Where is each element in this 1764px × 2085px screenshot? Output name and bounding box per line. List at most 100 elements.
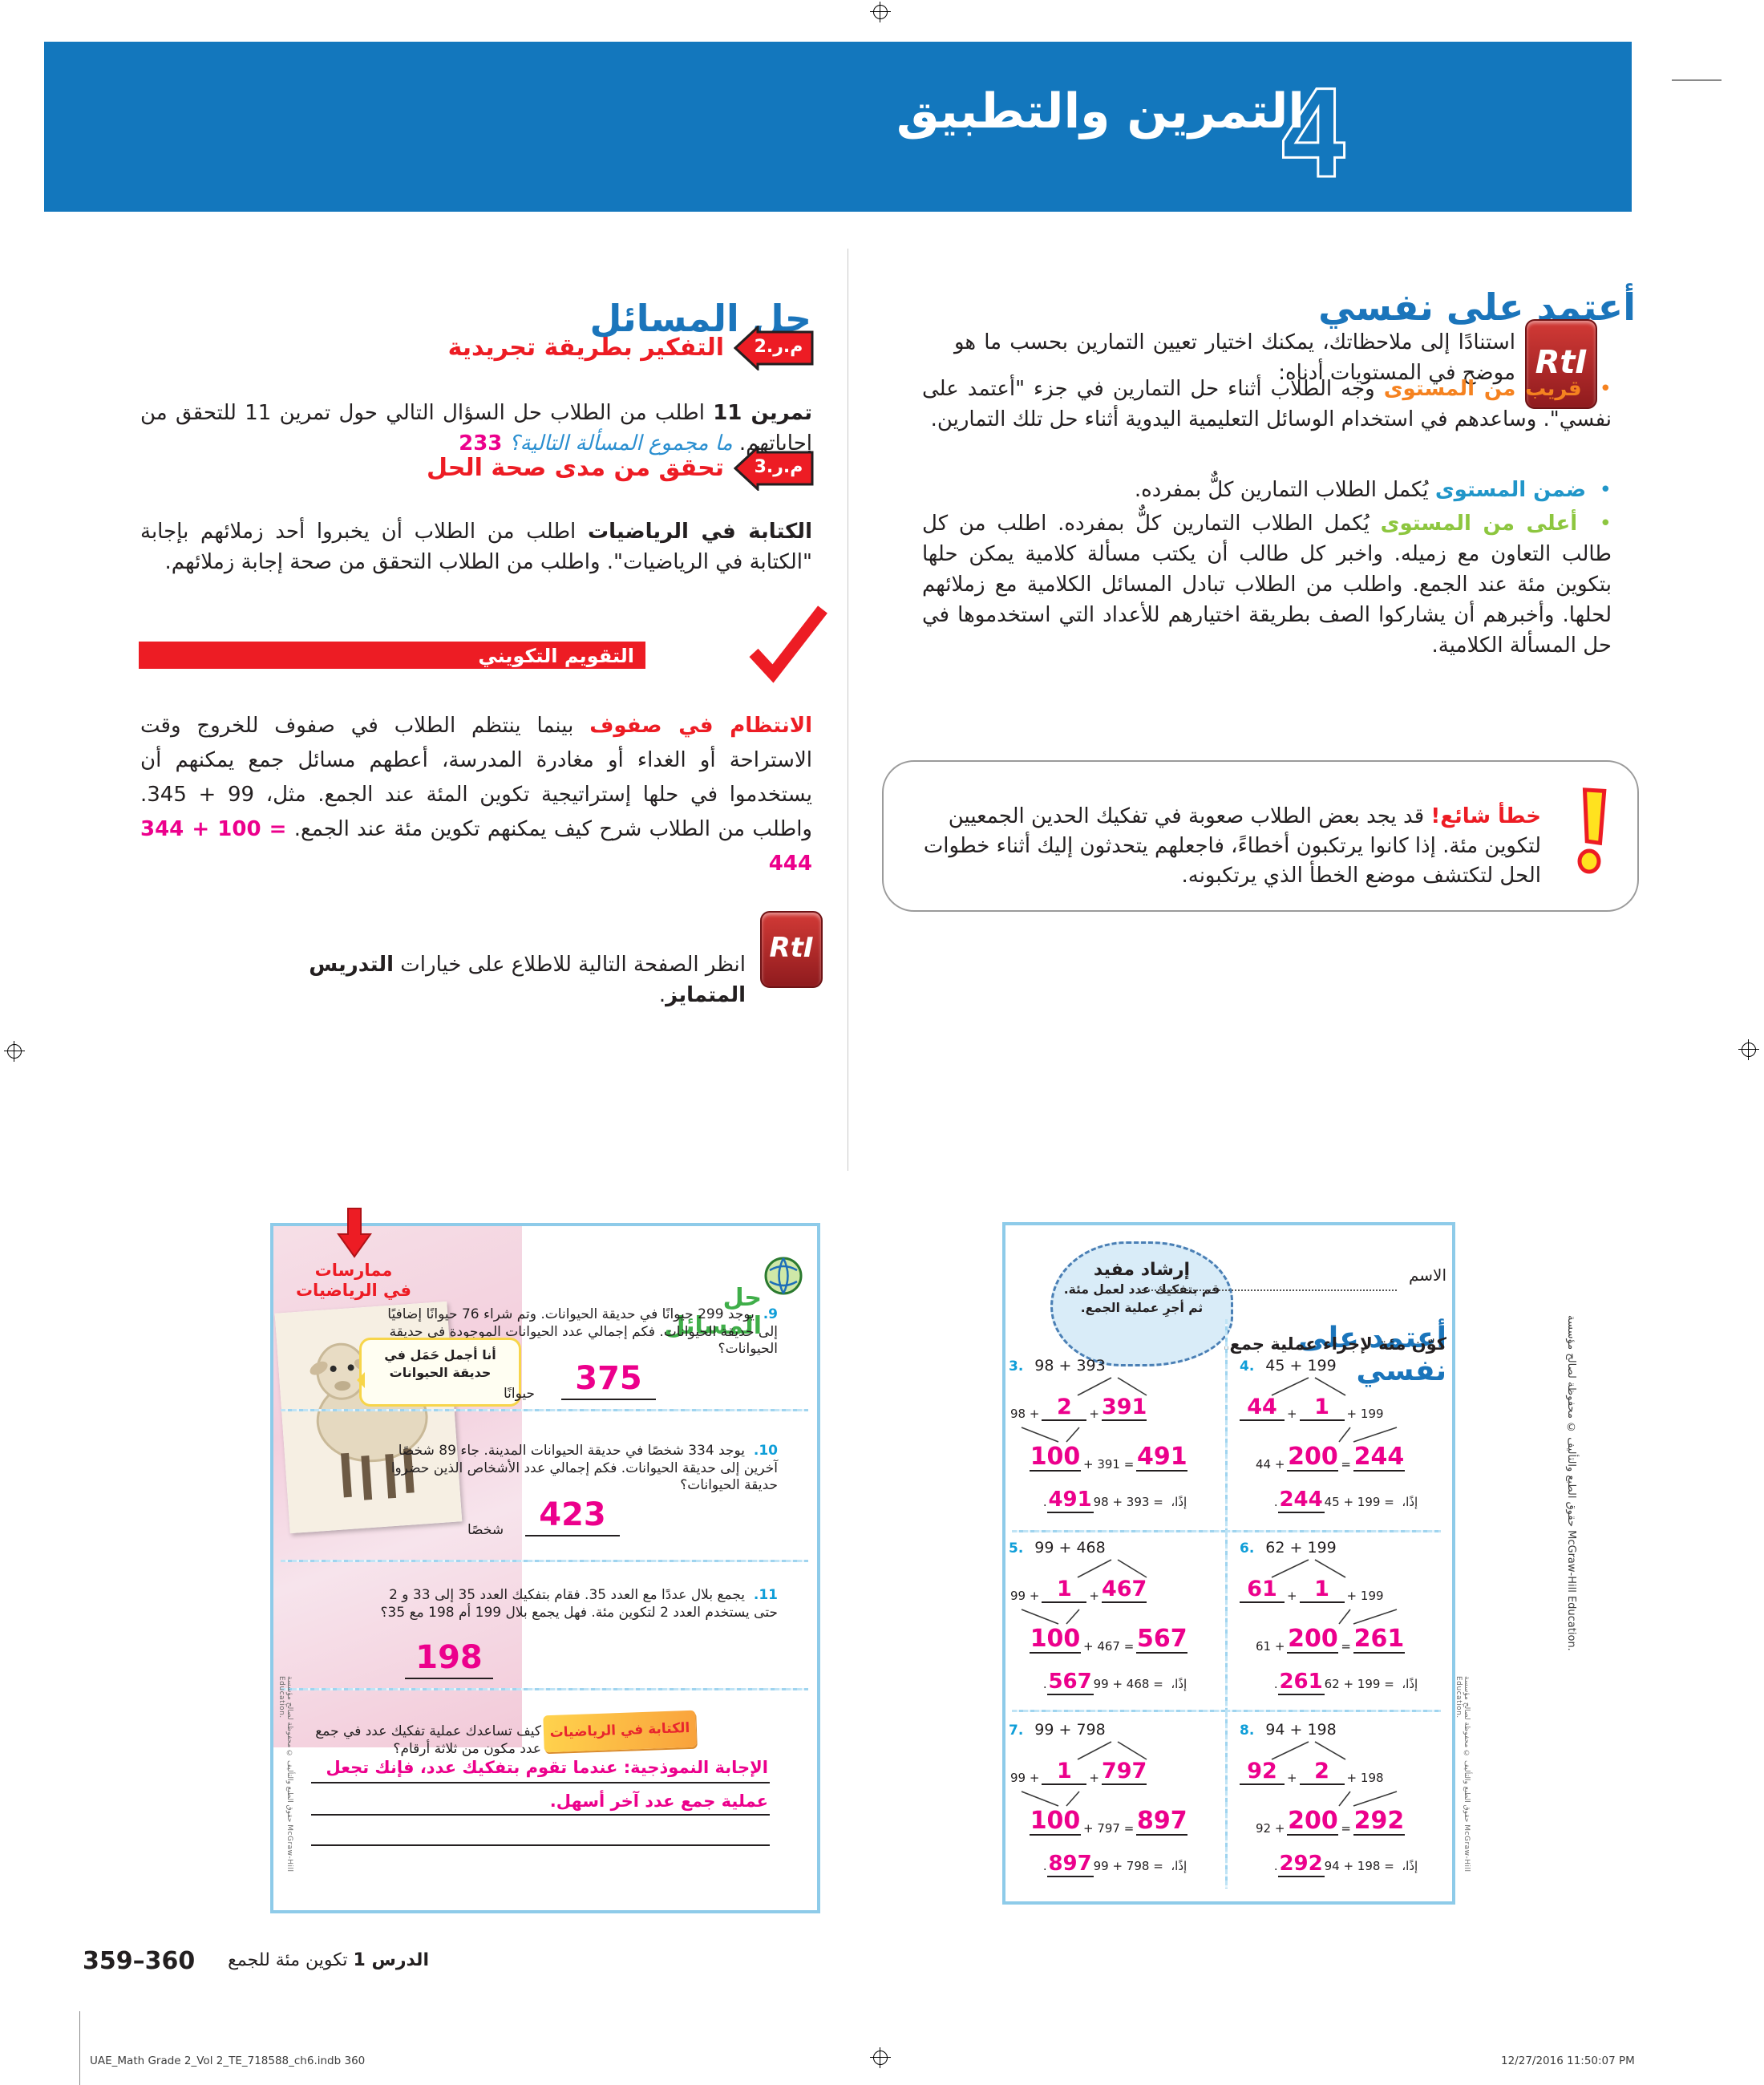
level-approaching: • قريب من المستوى وجه الطلاب أثناء حل ال…	[922, 377, 1612, 431]
decomposition-row: 61 + 1 + 199	[1240, 1577, 1384, 1603]
answer-blank-10: 423	[525, 1496, 620, 1536]
print-filename: UAE_Math Grade 2_Vol 2_TE_718588_ch6.ind…	[90, 2055, 366, 2067]
decomposition-row: 99 + 1 + 797	[1010, 1759, 1147, 1785]
practice-standard-3: م.ر.3 تحقق من مدى صحة الحل	[401, 446, 814, 492]
formative-body: الانتظام في صفوف بينما ينتظم الطلاب في ص…	[140, 714, 812, 876]
rti-note-text: انظر الصفحة التالية للاطلاع على خيارات ا…	[309, 953, 746, 1007]
copyright-side-right: حقوق الطبع والتأليف © محفوظة لصالح مؤسسة…	[1454, 1676, 1471, 1872]
bullet-icon: •	[1577, 512, 1612, 536]
blank: 491	[1046, 1488, 1094, 1513]
hundred-sum-row: 100 + 467 = 567	[1030, 1625, 1188, 1654]
trim-mark	[1672, 79, 1722, 81]
registration-mark-left	[4, 1041, 25, 1062]
registration-mark-top	[870, 2, 891, 22]
blank: 2	[1299, 1759, 1345, 1785]
conclusion-row: إذًا، 45 + 199 = 244.	[1273, 1488, 1418, 1513]
name-label: الاسم	[1408, 1265, 1446, 1285]
answer-unit-9: حيوانًا	[504, 1386, 536, 1402]
common-error-text: خطأ شائع! قد يجد بعض الطلاب صعوبة في تفك…	[923, 804, 1541, 888]
grid-divider-horizontal	[1012, 1710, 1441, 1712]
formative-banner: التقويم التكويني	[139, 642, 645, 669]
practice-badge-label: م.ر.2	[754, 337, 803, 357]
blank: 261	[1353, 1625, 1405, 1654]
practice-arrow-badge: م.ر.3	[734, 446, 814, 491]
blank: 897	[1136, 1807, 1188, 1836]
conclusion-row: إذًا، 94 + 198 = 292.	[1273, 1852, 1418, 1877]
decomposition-row: 92 + 2 + 198	[1240, 1759, 1384, 1785]
make-hundred-problem-7: 7. 99 + 798 99 + 1 + 797 100 + 797 = 897 إذً…	[1009, 1721, 1221, 1891]
speech-bubble: أنا أجمل حَمَل في حديقة الحيوانات	[357, 1338, 521, 1407]
sample-answer-line2: عملية جمع عدد آخر أسهل.	[549, 1791, 768, 1811]
student-problemsolving-heading: حل المسائل	[664, 1284, 763, 1340]
blank: 292	[1277, 1852, 1325, 1877]
blank: 1	[1042, 1577, 1087, 1603]
blank: 244	[1353, 1443, 1405, 1472]
blank: 200	[1287, 1443, 1339, 1472]
conclusion-row: إذًا، 99 + 468 = 567.	[1042, 1670, 1187, 1695]
unit-number-outline: 4	[1271, 56, 1359, 212]
helpful-hint-cloud: إرشاد مفيد قم بتفكيك عدد لعمل مئة. ثم أج…	[1050, 1241, 1233, 1366]
rti-badge: RtI	[1525, 319, 1597, 409]
conclusion-row: إذًا، 99 + 798 = 897.	[1042, 1852, 1187, 1877]
blank: 292	[1353, 1807, 1405, 1836]
problem-header: 8. 94 + 198	[1240, 1721, 1337, 1739]
problem-header: 6. 62 + 199	[1240, 1539, 1337, 1557]
make-hundred-problem-3: 3. 98 + 393 98 + 2 + 391 100 + 391 = 491 إذً…	[1009, 1357, 1221, 1527]
answer-blank-11: 198	[405, 1639, 493, 1679]
problem-header: 7. 99 + 798	[1009, 1721, 1106, 1739]
hundred-sum-row: 61 + 200 = 261	[1256, 1625, 1405, 1654]
practice-standard-2: م.ر.2 التفكير بطريقة تجريدية	[401, 326, 814, 372]
formative-equation: 344 + 100 = 444	[140, 817, 812, 876]
globe-icon	[763, 1256, 803, 1299]
conclusion-row: إذًا، 98 + 393 = 491.	[1042, 1488, 1187, 1513]
practice-arrow-badge: م.ر.2	[734, 326, 814, 370]
selfreliance-intro: استنادًا إلى ملاحظاتك، يمكنك اختيار تعيي…	[954, 330, 1515, 385]
rti-badge: RtI	[760, 911, 823, 988]
section-divider	[281, 1688, 808, 1690]
level-beyond: • أعلى من المستوى يُكمل الطلاب التمارين …	[922, 512, 1612, 658]
problem-header: 5. 99 + 468	[1009, 1539, 1106, 1557]
blank: 567	[1046, 1670, 1094, 1695]
bullet-icon: •	[1581, 377, 1612, 401]
make-hundred-problem-5: 5. 99 + 468 99 + 1 + 467 100 + 467 = 567 إذً…	[1009, 1539, 1221, 1709]
trim-mark	[79, 2011, 80, 2085]
hundred-sum-row: 92 + 200 = 292	[1256, 1807, 1405, 1836]
blank: 391	[1101, 1395, 1147, 1421]
blank: 44	[1240, 1395, 1285, 1421]
answer-rule	[311, 1782, 770, 1783]
name-line	[1139, 1289, 1397, 1291]
registration-mark-right	[1738, 1039, 1759, 1060]
write-math-badge: الكتابة في الرياضيات	[543, 1710, 697, 1753]
blank: 92	[1240, 1759, 1285, 1785]
copyright-outside: حقوق الطبع والتأليف © محفوظة لصالح مؤسسة…	[1565, 1315, 1577, 1651]
hundred-sum-row: 44 + 200 = 244	[1256, 1443, 1405, 1472]
conclusion-row: إذًا، 62 + 199 = 261.	[1273, 1670, 1418, 1695]
blank: 797	[1101, 1759, 1147, 1785]
blank: 261	[1277, 1670, 1325, 1695]
math-practices-label: ممارسات في الرياضيات	[295, 1261, 412, 1300]
blank: 897	[1046, 1852, 1094, 1877]
problem-11: 11. يجمع بلال عددًا مع العدد 35. فقام بت…	[380, 1587, 779, 1621]
blank: 1	[1042, 1759, 1087, 1785]
answer-blank-9: 375	[561, 1360, 656, 1400]
blank: 567	[1136, 1625, 1188, 1654]
make-hundred-problem-6: 6. 62 + 199 61 + 1 + 199 61 + 200 = 261 إذًا…	[1240, 1539, 1452, 1709]
sample-answer-line1: الإجابة النموذجية: عندما تقوم بتفكيك عدد…	[326, 1758, 769, 1777]
make-hundred-problem-4: 4. 45 + 199 44 + 1 + 199 44 + 200 = 244 إذًا…	[1240, 1357, 1452, 1527]
problem-header: 4. 45 + 199	[1240, 1357, 1337, 1374]
practice3-body: الكتابة في الرياضيات اطلب من الطلاب أن ي…	[140, 520, 812, 574]
blank: 100	[1030, 1625, 1081, 1654]
print-timestamp: 12/27/2016 11:50:07 PM	[1501, 2055, 1635, 2067]
hundred-sum-row: 100 + 391 = 491	[1030, 1443, 1188, 1472]
level-on: • ضمن المستوى يُكمل الطلاب التمارين كلٌّ…	[1134, 478, 1612, 502]
answer-rule	[311, 1814, 770, 1816]
blank: 244	[1277, 1488, 1325, 1513]
grid-divider-horizontal	[1012, 1530, 1441, 1532]
hundred-sum-row: 100 + 797 = 897	[1030, 1807, 1188, 1836]
make-hundred-problem-8: 8. 94 + 198 92 + 2 + 198 92 + 200 = 292 إذًا…	[1240, 1721, 1452, 1891]
practice-title: التفكير بطريقة تجريدية	[447, 334, 724, 362]
down-arrow-icon	[337, 1207, 372, 1261]
unit-number: 4	[1277, 66, 1349, 205]
decomposition-row: 98 + 2 + 391	[1010, 1395, 1147, 1421]
